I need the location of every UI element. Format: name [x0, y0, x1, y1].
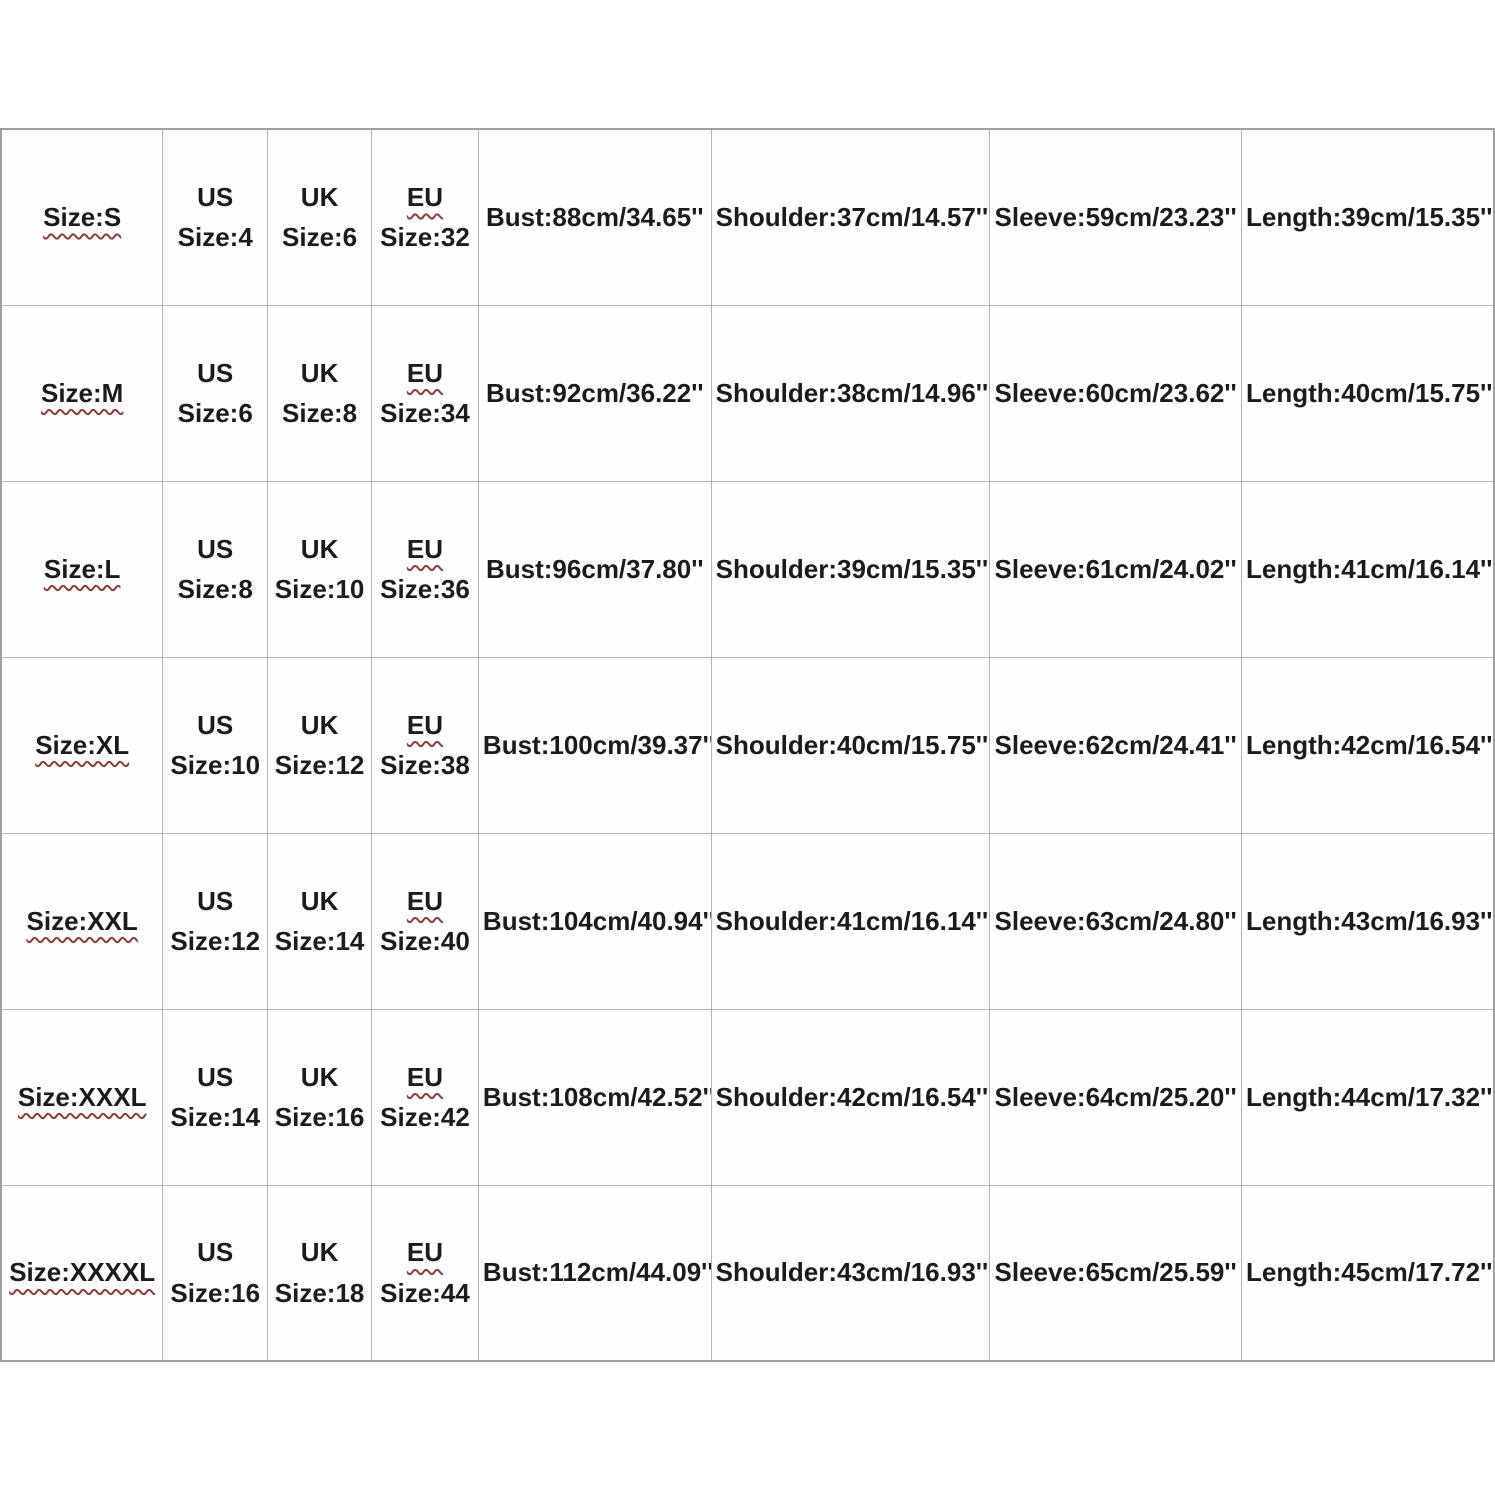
sleeve-cell: Sleeve:61cm/24.02''	[989, 480, 1242, 658]
us-size-cell: US Size:12	[162, 832, 269, 1010]
length-cell: Length:45cm/17.72''	[1240, 1184, 1495, 1362]
eu-size-cell: EU Size:42	[371, 1008, 479, 1186]
length-cell: Length:44cm/17.32''	[1240, 1008, 1495, 1186]
size-cell: Size:XXXL	[0, 1008, 164, 1186]
table-row: Size:XL US Size:10 UK Size:12 EU Size:38 Bu…	[0, 656, 1495, 834]
eu-size-cell: EU Size:32	[371, 128, 479, 306]
uk-size-cell: UK Size:16	[267, 1008, 373, 1186]
length-cell: Length:39cm/15.35''	[1240, 128, 1495, 306]
bust-cell: Bust:100cm/39.37''	[477, 656, 712, 834]
us-size-cell: US Size:6	[162, 304, 269, 482]
length-cell: Length:40cm/15.75''	[1240, 304, 1495, 482]
table-row: Size:S US Size:4 UK Size:6 EU Size:32 Bust:…	[0, 128, 1495, 306]
bust-cell: Bust:112cm/44.09''	[477, 1184, 712, 1362]
us-size-cell: US Size:10	[162, 656, 269, 834]
uk-size-cell: UK Size:14	[267, 832, 373, 1010]
size-cell: Size:XXL	[0, 832, 164, 1010]
shoulder-cell: Shoulder:39cm/15.35''	[710, 480, 991, 658]
us-size-cell: US Size:16	[162, 1184, 269, 1362]
sleeve-cell: Sleeve:59cm/23.23''	[989, 128, 1242, 306]
size-chart-table: Size:S US Size:4 UK Size:6 EU Size:32 Bust:…	[0, 128, 1495, 1362]
shoulder-cell: Shoulder:41cm/16.14''	[710, 832, 991, 1010]
bust-cell: Bust:108cm/42.52''	[477, 1008, 712, 1186]
sleeve-cell: Sleeve:60cm/23.62''	[989, 304, 1242, 482]
size-cell: Size:XL	[0, 656, 164, 834]
us-size-cell: US Size:8	[162, 480, 269, 658]
size-label: Size:XXXXL	[9, 1257, 156, 1288]
table-row: Size:XXL US Size:12 UK Size:14 EU Size:40 B…	[0, 832, 1495, 1010]
bust-cell: Bust:92cm/36.22''	[477, 304, 712, 482]
shoulder-cell: Shoulder:42cm/16.54''	[710, 1008, 991, 1186]
size-cell: Size:S	[0, 128, 164, 306]
sleeve-cell: Sleeve:62cm/24.41''	[989, 656, 1242, 834]
shoulder-cell: Shoulder:40cm/15.75''	[710, 656, 991, 834]
sleeve-cell: Sleeve:63cm/24.80''	[989, 832, 1242, 1010]
sleeve-cell: Sleeve:64cm/25.20''	[989, 1008, 1242, 1186]
size-label: Size:M	[40, 377, 124, 408]
size-label: Size:XL	[35, 729, 130, 760]
uk-size-cell: UK Size:12	[267, 656, 373, 834]
size-label: Size:L	[43, 553, 121, 584]
table-row: Size:L US Size:8 UK Size:10 EU Size:36 Bust…	[0, 480, 1495, 658]
bust-cell: Bust:96cm/37.80''	[477, 480, 712, 658]
length-cell: Length:42cm/16.54''	[1240, 656, 1495, 834]
eu-size-cell: EU Size:40	[371, 832, 479, 1010]
uk-size-cell: UK Size:6	[267, 128, 373, 306]
length-cell: Length:41cm/16.14''	[1240, 480, 1495, 658]
length-cell: Length:43cm/16.93''	[1240, 832, 1495, 1010]
sleeve-cell: Sleeve:65cm/25.59''	[989, 1184, 1242, 1362]
size-cell: Size:M	[0, 304, 164, 482]
table-row: Size:XXXXL US Size:16 UK Size:18 EU Size:44…	[0, 1184, 1495, 1362]
size-cell: Size:L	[0, 480, 164, 658]
shoulder-cell: Shoulder:38cm/14.96''	[710, 304, 991, 482]
uk-size-cell: UK Size:8	[267, 304, 373, 482]
us-size-cell: US Size:4	[162, 128, 269, 306]
shoulder-cell: Shoulder:37cm/14.57''	[710, 128, 991, 306]
eu-size-cell: EU Size:34	[371, 304, 479, 482]
eu-size-cell: EU Size:44	[371, 1184, 479, 1362]
eu-size-cell: EU Size:36	[371, 480, 479, 658]
eu-size-cell: EU Size:38	[371, 656, 479, 834]
size-cell: Size:XXXXL	[0, 1184, 164, 1362]
shoulder-cell: Shoulder:43cm/16.93''	[710, 1184, 991, 1362]
size-label: Size:S	[43, 201, 122, 232]
bust-cell: Bust:104cm/40.94''	[477, 832, 712, 1010]
us-size-cell: US Size:14	[162, 1008, 269, 1186]
uk-size-cell: UK Size:18	[267, 1184, 373, 1362]
bust-cell: Bust:88cm/34.65''	[477, 128, 712, 306]
uk-size-cell: UK Size:10	[267, 480, 373, 658]
table-row: Size:XXXL US Size:14 UK Size:16 EU Size:42 …	[0, 1008, 1495, 1186]
table-row: Size:M US Size:6 UK Size:8 EU Size:34 Bust:…	[0, 304, 1495, 482]
size-label: Size:XXXL	[17, 1081, 147, 1112]
size-label: Size:XXL	[26, 905, 138, 936]
